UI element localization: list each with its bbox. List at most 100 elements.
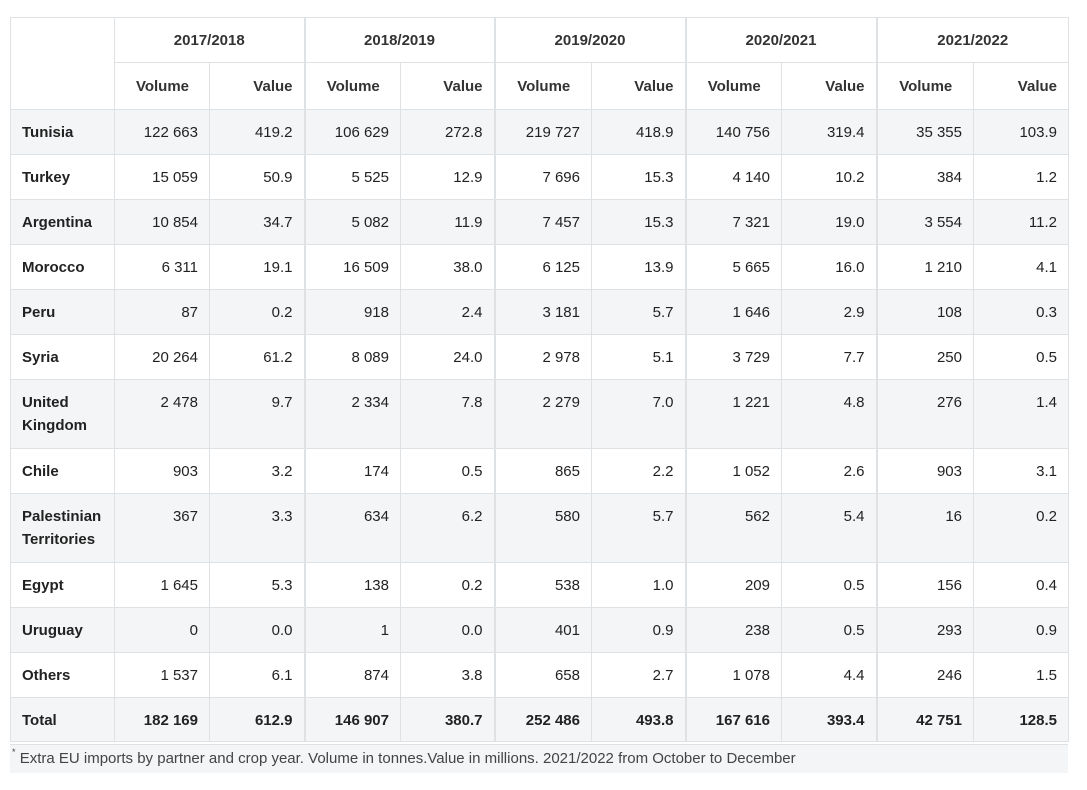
row-label: Peru xyxy=(10,289,115,335)
volume-cell: 182 169 xyxy=(114,697,210,742)
volume-cell: 384 xyxy=(875,154,974,200)
value-cell: 7.7 xyxy=(781,334,877,380)
year-header: 2018/2019 xyxy=(303,17,495,63)
value-cell: 0.9 xyxy=(973,607,1069,653)
volume-cell: 2 478 xyxy=(114,379,210,449)
volume-cell: 42 751 xyxy=(875,697,974,742)
footnote: * Extra EU imports by partner and crop y… xyxy=(10,744,1068,773)
value-cell: 1.5 xyxy=(973,652,1069,698)
value-cell: 10.2 xyxy=(781,154,877,200)
table-row: Tunisia 122 663 419.2 106 629 272.8 219 727 41… xyxy=(10,109,1069,155)
year-header: 2020/2021 xyxy=(684,17,877,63)
volume-cell: 7 696 xyxy=(493,154,592,200)
value-cell: 3.1 xyxy=(973,448,1069,494)
value-cell: 0.5 xyxy=(973,334,1069,380)
value-cell: 0.2 xyxy=(209,289,305,335)
value-cell: 34.7 xyxy=(209,199,305,245)
volume-cell: 1 xyxy=(303,607,401,653)
value-header: Value xyxy=(591,62,686,110)
volume-cell: 7 321 xyxy=(684,199,782,245)
value-cell: 3.2 xyxy=(209,448,305,494)
table-row: Palestinian Territories 367 3.3 634 6.2 580 5.… xyxy=(10,493,1069,563)
volume-header: Volume xyxy=(303,62,401,110)
row-label: Others xyxy=(10,652,115,698)
value-cell: 0.9 xyxy=(591,607,686,653)
value-cell: 5.3 xyxy=(209,562,305,608)
value-cell: 15.3 xyxy=(591,199,686,245)
table-row: Egypt 1 645 5.3 138 0.2 538 1.0 209 0.5 156 0.4 xyxy=(10,562,1069,608)
value-cell: 272.8 xyxy=(400,109,495,155)
volume-cell: 138 xyxy=(303,562,401,608)
table-row: Peru 87 0.2 918 2.4 3 181 5.7 1 646 2.9 108 0.3 xyxy=(10,289,1069,335)
volume-cell: 3 554 xyxy=(875,199,974,245)
volume-cell: 15 059 xyxy=(114,154,210,200)
volume-cell: 250 xyxy=(875,334,974,380)
value-cell: 380.7 xyxy=(400,697,495,742)
volume-cell: 1 052 xyxy=(684,448,782,494)
value-cell: 16.0 xyxy=(781,244,877,290)
value-cell: 6.1 xyxy=(209,652,305,698)
volume-cell: 2 978 xyxy=(493,334,592,380)
volume-cell: 903 xyxy=(114,448,210,494)
value-cell: 393.4 xyxy=(781,697,877,742)
value-header: Value xyxy=(973,62,1069,110)
volume-cell: 3 181 xyxy=(493,289,592,335)
volume-cell: 918 xyxy=(303,289,401,335)
volume-cell: 634 xyxy=(303,493,401,563)
row-label: Egypt xyxy=(10,562,115,608)
table-row: Turkey 15 059 50.9 5 525 12.9 7 696 15.3 4 140 1… xyxy=(10,154,1069,200)
volume-cell: 140 756 xyxy=(684,109,782,155)
value-cell: 3.8 xyxy=(400,652,495,698)
value-cell: 7.0 xyxy=(591,379,686,449)
row-label: Palestinian Territories xyxy=(10,493,115,563)
volume-cell: 87 xyxy=(114,289,210,335)
volume-cell: 1 646 xyxy=(684,289,782,335)
value-cell: 0.2 xyxy=(400,562,495,608)
volume-cell: 174 xyxy=(303,448,401,494)
volume-cell: 167 616 xyxy=(684,697,782,742)
table-row: Chile 903 3.2 174 0.5 865 2.2 1 052 2.6 903 3.1 xyxy=(10,448,1069,494)
row-label: Chile xyxy=(10,448,115,494)
value-cell: 0.5 xyxy=(781,562,877,608)
row-label: Uruguay xyxy=(10,607,115,653)
table-row: Others 1 537 6.1 874 3.8 658 2.7 1 078 4.4 246 1.5 xyxy=(10,652,1069,698)
volume-cell: 1 078 xyxy=(684,652,782,698)
volume-cell: 2 334 xyxy=(303,379,401,449)
row-label: Morocco xyxy=(10,244,115,290)
value-cell: 4.1 xyxy=(973,244,1069,290)
volume-cell: 562 xyxy=(684,493,782,563)
value-cell: 24.0 xyxy=(400,334,495,380)
volume-cell: 8 089 xyxy=(303,334,401,380)
value-cell: 2.7 xyxy=(591,652,686,698)
row-label: Turkey xyxy=(10,154,115,200)
value-cell: 2.4 xyxy=(400,289,495,335)
value-cell: 0.0 xyxy=(209,607,305,653)
volume-cell: 7 457 xyxy=(493,199,592,245)
value-header: Value xyxy=(781,62,877,110)
value-cell: 418.9 xyxy=(591,109,686,155)
value-cell: 0.4 xyxy=(973,562,1069,608)
value-cell: 2.9 xyxy=(781,289,877,335)
volume-cell: 252 486 xyxy=(493,697,592,742)
value-cell: 4.8 xyxy=(781,379,877,449)
volume-cell: 156 xyxy=(875,562,974,608)
volume-cell: 293 xyxy=(875,607,974,653)
volume-cell: 6 125 xyxy=(493,244,592,290)
volume-header: Volume xyxy=(684,62,782,110)
value-cell: 12.9 xyxy=(400,154,495,200)
volume-cell: 20 264 xyxy=(114,334,210,380)
value-header: Value xyxy=(209,62,305,110)
value-cell: 6.2 xyxy=(400,493,495,563)
year-header: 2017/2018 xyxy=(114,17,305,63)
volume-cell: 903 xyxy=(875,448,974,494)
value-cell: 0.5 xyxy=(781,607,877,653)
corner-cell xyxy=(10,17,115,110)
volume-cell: 1 645 xyxy=(114,562,210,608)
table-body: Tunisia 122 663 419.2 106 629 272.8 219 727 41… xyxy=(10,109,1069,742)
value-cell: 319.4 xyxy=(781,109,877,155)
volume-cell: 1 210 xyxy=(875,244,974,290)
volume-cell: 238 xyxy=(684,607,782,653)
volume-cell: 5 525 xyxy=(303,154,401,200)
table-row: Argentina 10 854 34.7 5 082 11.9 7 457 15.3 7 3… xyxy=(10,199,1069,245)
volume-cell: 122 663 xyxy=(114,109,210,155)
